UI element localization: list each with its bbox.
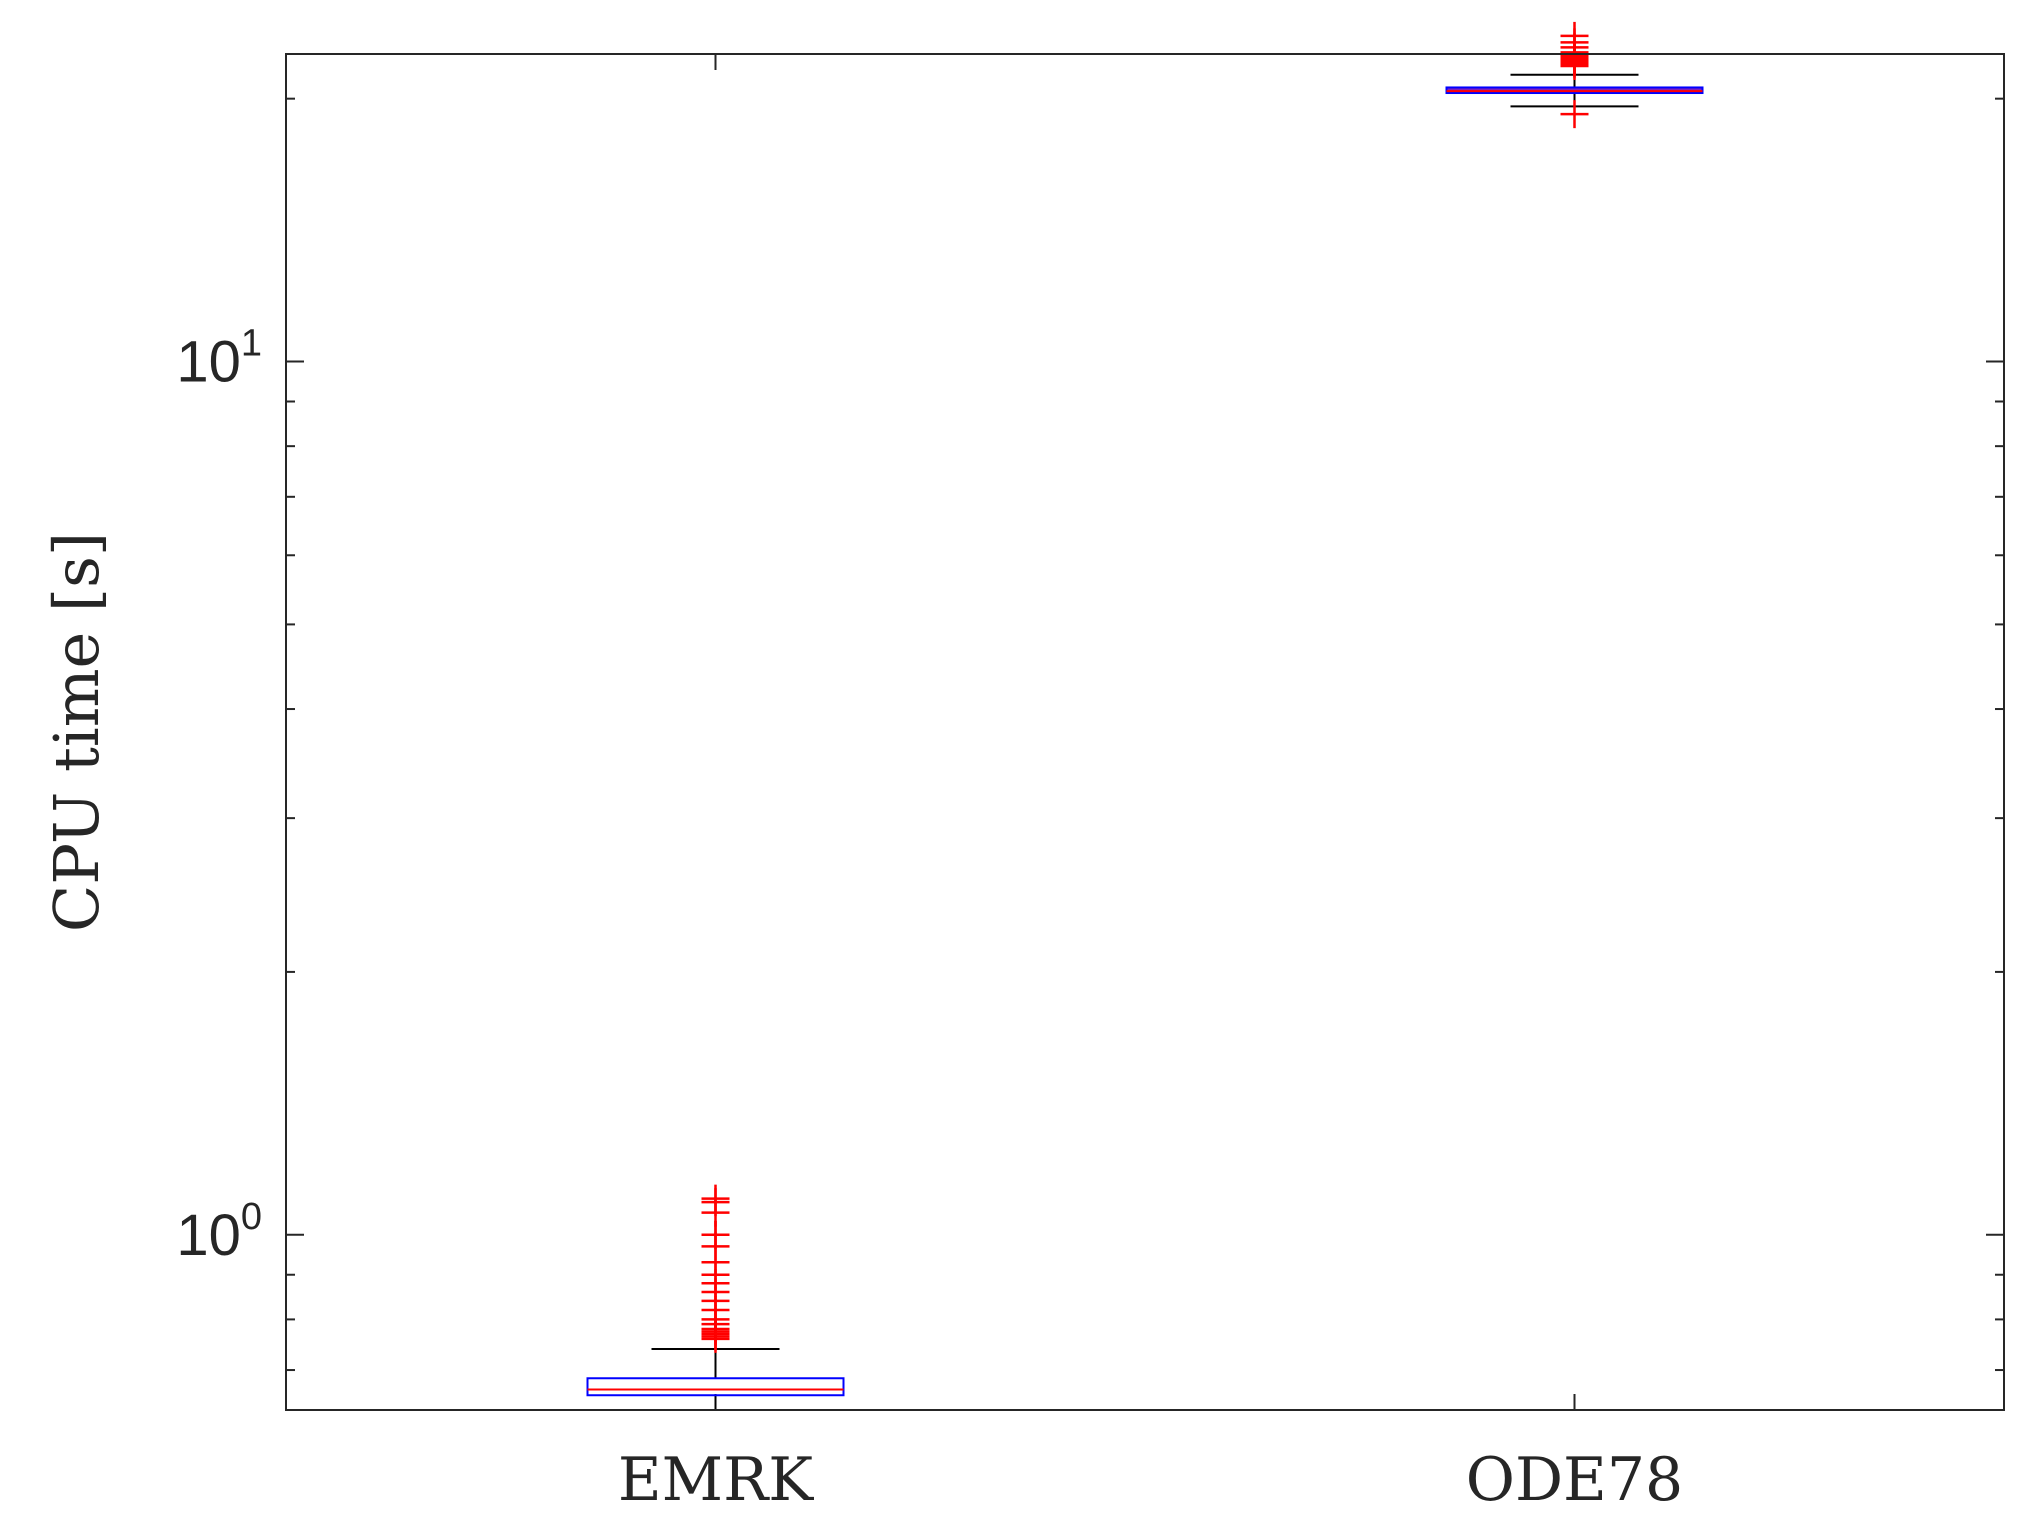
y-axis-title: CPU time [s]	[40, 532, 113, 932]
outlier-marker	[701, 1184, 730, 1213]
x-tick-labels: EMRK ODE78	[618, 1445, 1683, 1515]
plot-frame	[285, 53, 2005, 1411]
outlier-marker	[1560, 21, 1589, 50]
y-tick-labels: 100 101	[176, 323, 262, 1268]
outlier-marker	[1560, 100, 1589, 129]
x-tick-label: EMRK	[618, 1445, 814, 1515]
y-tick-label: 100	[176, 1196, 262, 1268]
x-tick-label: ODE78	[1466, 1445, 1683, 1515]
plot-area	[286, 21, 2004, 1411]
y-tick-label: 101	[176, 323, 262, 395]
box-emrk	[586, 1377, 845, 1397]
